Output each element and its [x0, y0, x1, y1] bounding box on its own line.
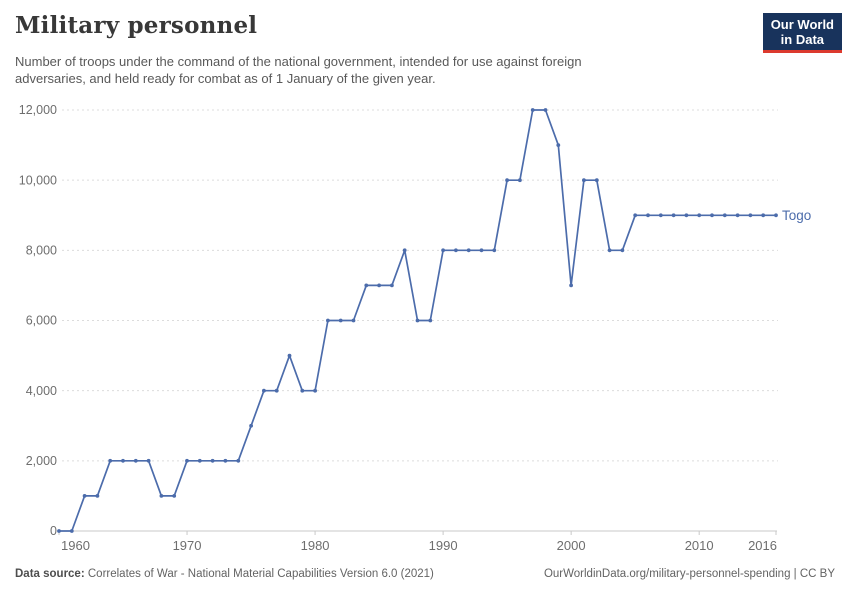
- y-axis-label: 8,000: [26, 244, 57, 258]
- data-point: [479, 248, 484, 253]
- data-point: [415, 318, 420, 323]
- owid-logo: Our World in Data: [762, 13, 842, 53]
- data-point: [607, 248, 612, 253]
- subtitle-line-1: Number of troops under the command of th…: [15, 54, 582, 69]
- data-source-text: Correlates of War - National Material Ca…: [84, 568, 434, 580]
- data-point: [684, 213, 689, 218]
- page-title: Military personnel: [15, 12, 258, 39]
- line-chart: 0 2,000 4,000 6,000 8,000 10,000 12,000 1960 197…: [19, 103, 812, 553]
- data-point: [697, 213, 702, 218]
- chart-subtitle: Number of troops under the command of th…: [15, 53, 705, 87]
- data-point: [735, 213, 740, 218]
- data-point: [582, 178, 586, 183]
- data-point: [543, 108, 548, 112]
- data-point: [530, 108, 535, 112]
- x-axis-label: 1980: [301, 538, 330, 553]
- data-source-note: Data source: Correlates of War - Nationa…: [15, 568, 434, 580]
- data-point: [274, 388, 279, 393]
- data-point: [313, 388, 317, 393]
- data-point: [197, 458, 202, 463]
- data-point: [185, 458, 189, 463]
- data-point: [505, 178, 509, 183]
- data-point: [748, 213, 753, 218]
- data-point: [633, 213, 638, 218]
- x-axis-label: 2000: [557, 538, 586, 553]
- data-point: [262, 388, 266, 393]
- data-point: [722, 213, 727, 218]
- data-point: [95, 494, 100, 498]
- y-axis-label: 4,000: [26, 384, 57, 398]
- chart-footer: Data source: Correlates of War - Nationa…: [15, 568, 835, 580]
- x-axis-label: 2010: [685, 538, 714, 553]
- data-point: [249, 423, 254, 428]
- y-axis-label: 10,000: [19, 173, 57, 187]
- data-point: [121, 458, 125, 463]
- data-source-label: Data source:: [15, 568, 85, 580]
- data-point: [492, 248, 497, 253]
- series-label-togo: Togo: [782, 208, 811, 223]
- data-point: [82, 494, 87, 498]
- data-point: [108, 458, 113, 463]
- data-point: [658, 213, 663, 218]
- data-point: [172, 494, 177, 498]
- footer-url: OurWorldinData.org/military-personnel-sp…: [543, 568, 835, 580]
- owid-logo-line-1: Our World: [770, 17, 834, 32]
- data-point: [671, 213, 676, 218]
- data-point: [223, 458, 228, 463]
- data-point: [620, 248, 625, 253]
- data-point: [57, 529, 61, 533]
- data-point: [377, 283, 381, 288]
- data-point: [518, 178, 522, 183]
- data-point: [146, 458, 151, 463]
- data-point: [364, 283, 369, 288]
- data-point: [646, 213, 650, 218]
- data-point: [390, 283, 394, 288]
- y-axis-label: 12,000: [19, 103, 57, 117]
- x-axis-label: 2016: [748, 538, 777, 553]
- data-point: [466, 248, 471, 253]
- y-axis-label: 0: [50, 524, 57, 538]
- data-point: [761, 213, 766, 218]
- data-point: [210, 458, 215, 463]
- data-point: [428, 318, 433, 323]
- data-point: [351, 318, 356, 323]
- data-point: [774, 213, 778, 218]
- data-point: [710, 213, 714, 218]
- data-point: [594, 178, 599, 183]
- x-axis-label: 1970: [173, 538, 202, 553]
- data-point: [287, 353, 292, 358]
- y-axis-label: 6,000: [26, 314, 57, 328]
- subtitle-line-2: adversaries, and held ready for combat a…: [15, 71, 436, 86]
- data-point: [159, 494, 164, 498]
- owid-logo-line-2: in Data: [780, 32, 825, 47]
- data-point: [69, 529, 74, 533]
- data-point: [300, 388, 305, 393]
- data-point: [236, 458, 241, 463]
- data-point: [569, 283, 573, 288]
- x-axis-label: 1990: [429, 538, 458, 553]
- data-point: [556, 143, 561, 147]
- y-axis-label: 2,000: [26, 454, 57, 468]
- data-point: [441, 248, 445, 253]
- data-point: [402, 248, 407, 253]
- data-point: [454, 248, 458, 253]
- data-point: [326, 318, 330, 323]
- data-point: [133, 458, 138, 463]
- x-axis-label: 1960: [61, 538, 90, 553]
- data-point: [338, 318, 343, 323]
